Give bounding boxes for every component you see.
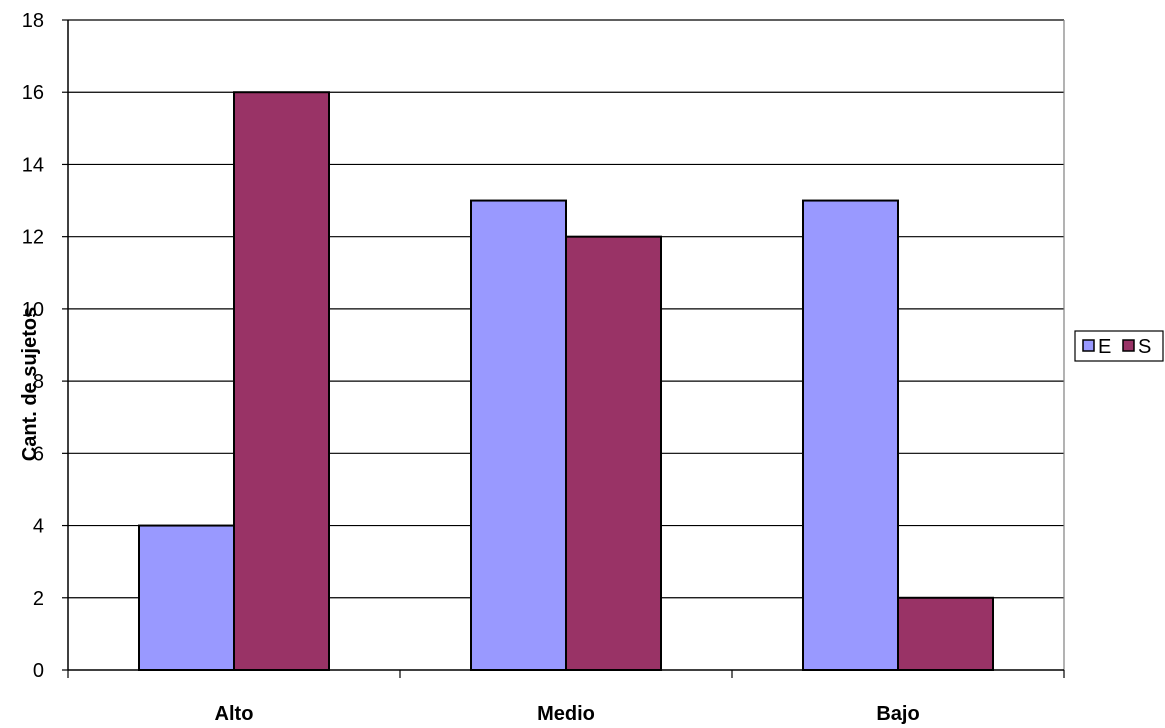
bars: [138, 91, 994, 672]
bar-E-Alto: [138, 524, 235, 671]
legend-label-E: E: [1098, 336, 1111, 358]
y-tick-label: 4: [33, 516, 44, 538]
legend-label-S: S: [1138, 336, 1151, 358]
y-tick-label: 8: [33, 371, 44, 393]
y-tick-label: 18: [22, 10, 44, 32]
y-tick-label: 6: [33, 443, 44, 465]
y-tick-label: 0: [33, 660, 44, 682]
x-category-label: Alto: [215, 703, 254, 725]
bar-E-Medio: [470, 199, 567, 672]
y-tick-labels: 0 2 4 6 8 10 12 14 16 18: [22, 10, 44, 682]
legend-swatch-E: [1082, 339, 1095, 352]
bar-E-Bajo: [802, 199, 899, 672]
x-category-labels: Alto Medio Bajo: [215, 703, 920, 725]
y-tick-label: 12: [22, 227, 44, 249]
axes: [62, 19, 1065, 678]
y-axis-title: Cant. de sujetos: [19, 307, 41, 461]
y-tick-label: 2: [33, 588, 44, 610]
x-category-label: Bajo: [876, 703, 919, 725]
bar-S-Bajo: [897, 596, 994, 671]
y-tick-label: 14: [22, 154, 44, 176]
bar-S-Alto: [233, 91, 330, 671]
legend-swatch-S: [1122, 339, 1135, 352]
y-tick-label: 16: [22, 82, 44, 104]
y-tick-label: 10: [22, 299, 44, 321]
bar-S-Medio: [565, 235, 662, 672]
x-category-label: Medio: [537, 703, 595, 725]
